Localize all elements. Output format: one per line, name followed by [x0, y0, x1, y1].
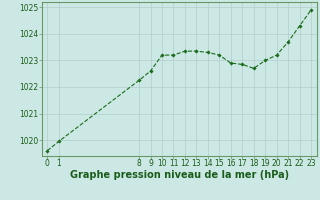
X-axis label: Graphe pression niveau de la mer (hPa): Graphe pression niveau de la mer (hPa): [70, 170, 289, 180]
